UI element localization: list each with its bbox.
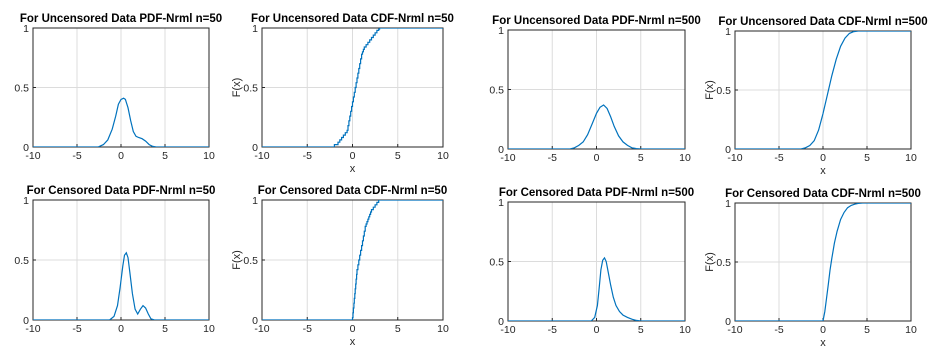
x-tick-label: 10: [679, 152, 691, 164]
y-tick-label: 1: [498, 197, 504, 209]
x-tick-label: -10: [727, 152, 742, 164]
chart-title: For Censored Data CDF-Nrml n=500: [725, 188, 921, 200]
y-tick-label: 1: [498, 25, 504, 37]
x-tick-label: -5: [548, 152, 557, 164]
y-tick-label: 0: [23, 315, 29, 327]
x-tick-label: 5: [638, 324, 644, 336]
y-tick-label: 0.5: [489, 85, 504, 97]
y-tick-label: 1: [725, 26, 731, 38]
chart-title: For Uncensored Data CDF-Nrml n=500: [718, 16, 927, 28]
series-line: [735, 31, 911, 149]
y-tick-label: 1: [23, 195, 29, 207]
y-tick-label: 0: [498, 316, 504, 328]
y-tick-label: 1: [725, 198, 731, 210]
x-tick-label: -10: [727, 324, 742, 336]
x-tick-label: 10: [679, 324, 691, 336]
x-tick-label: 5: [638, 152, 644, 164]
y-tick-label: 0: [725, 316, 731, 328]
y-tick-label: 0.5: [14, 83, 29, 95]
x-tick-label: 5: [395, 150, 401, 162]
series-line: [735, 203, 911, 321]
x-tick-label: -10: [25, 150, 40, 162]
x-tick-label: 10: [203, 323, 215, 335]
y-tick-label: 0: [23, 142, 29, 154]
x-tick-label: 0: [820, 324, 826, 336]
x-tick-label: -5: [303, 323, 312, 335]
series-line: [262, 200, 443, 320]
series-line: [508, 256, 685, 321]
chart-title: For Censored Data PDF-Nrml n=500: [499, 187, 694, 199]
y-tick-label: 1: [23, 23, 29, 35]
x-tick-label: -5: [72, 323, 81, 335]
x-tick-label: 0: [350, 323, 356, 335]
x-tick-label: 5: [162, 323, 168, 335]
x-tick-label: 0: [820, 152, 826, 164]
x-tick-label: -10: [254, 150, 269, 162]
x-axis-label: x: [820, 165, 826, 177]
x-tick-label: -10: [25, 323, 40, 335]
x-tick-label: 5: [864, 152, 870, 164]
y-tick-label: 0.5: [243, 83, 258, 95]
series-line: [33, 97, 209, 147]
x-axis-label: x: [820, 337, 826, 349]
series-line: [262, 28, 443, 147]
x-tick-label: 5: [395, 323, 401, 335]
x-axis-label: x: [350, 336, 356, 348]
x-tick-label: 10: [203, 150, 215, 162]
y-tick-label: 0.5: [243, 255, 258, 267]
x-tick-label: 10: [905, 152, 917, 164]
x-tick-label: 0: [350, 150, 356, 162]
chart-title: For Uncensored Data PDF-Nrml n=500: [492, 15, 701, 27]
x-tick-label: 10: [905, 324, 917, 336]
y-tick-label: 0.5: [489, 257, 504, 269]
x-tick-label: -5: [774, 152, 783, 164]
x-tick-label: -10: [500, 324, 515, 336]
x-tick-label: -5: [548, 324, 557, 336]
y-tick-label: 0: [252, 142, 258, 154]
x-tick-label: 0: [594, 324, 600, 336]
y-tick-label: 1: [252, 195, 258, 207]
y-tick-label: 0: [725, 144, 731, 156]
y-tick-label: 0.5: [716, 257, 731, 269]
chart-title: For Censored Data PDF-Nrml n=50: [27, 185, 216, 197]
y-axis-label: F(x): [231, 78, 243, 98]
y-tick-label: 0.5: [14, 255, 29, 267]
x-tick-label: 5: [162, 150, 168, 162]
y-axis-label: F(x): [704, 80, 716, 100]
x-tick-label: 0: [594, 152, 600, 164]
x-tick-label: 0: [118, 150, 124, 162]
y-tick-label: 0.5: [716, 85, 731, 97]
series-line: [33, 251, 209, 320]
chart-title: For Uncensored Data CDF-Nrml n=50: [251, 13, 454, 25]
x-tick-label: -5: [72, 150, 81, 162]
x-tick-label: -10: [254, 323, 269, 335]
y-axis-label: F(x): [231, 250, 243, 270]
x-tick-label: 0: [118, 323, 124, 335]
x-tick-label: 5: [864, 324, 870, 336]
series-line: [508, 104, 685, 149]
x-tick-label: 10: [437, 150, 449, 162]
x-tick-label: -5: [303, 150, 312, 162]
x-tick-label: 10: [437, 323, 449, 335]
chart-title: For Censored Data CDF-Nrml n=50: [258, 185, 447, 197]
y-axis-label: F(x): [704, 252, 716, 272]
x-tick-label: -5: [774, 324, 783, 336]
chart-title: For Uncensored Data PDF-Nrml n=50: [20, 13, 222, 25]
x-axis-label: x: [350, 163, 356, 175]
y-tick-label: 0: [252, 315, 258, 327]
y-tick-label: 0: [498, 144, 504, 156]
x-tick-label: -10: [500, 152, 515, 164]
y-tick-label: 1: [252, 23, 258, 35]
